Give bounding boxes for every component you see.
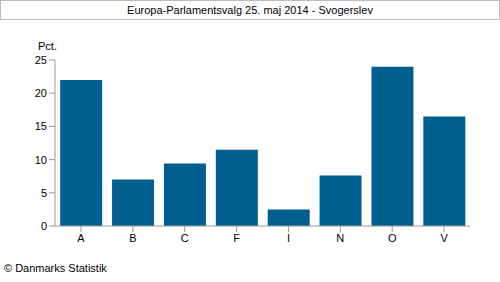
svg-text:B: B xyxy=(129,232,136,244)
html-text:© Danmarks Statistik: © Danmarks Statistik xyxy=(4,262,107,274)
svg-text:10: 10 xyxy=(35,154,47,166)
svg-text:I: I xyxy=(287,232,290,244)
html-text:Europa-Parlamentsvalg 25. maj: Europa-Parlamentsvalg 25. maj 2014 - Svo… xyxy=(127,4,373,16)
svg-text:5: 5 xyxy=(41,187,47,199)
svg-text:F: F xyxy=(233,232,240,244)
html-text:Pct.: Pct. xyxy=(38,40,57,52)
svg-text:V: V xyxy=(440,232,448,244)
svg-text:O: O xyxy=(388,232,397,244)
svg-text:N: N xyxy=(336,232,344,244)
svg-text:0: 0 xyxy=(41,220,47,232)
svg-text:25: 25 xyxy=(35,54,47,66)
svg-text:20: 20 xyxy=(35,87,47,99)
svg-text:A: A xyxy=(77,232,85,244)
svg-text:15: 15 xyxy=(35,120,47,132)
svg-text:C: C xyxy=(181,232,189,244)
